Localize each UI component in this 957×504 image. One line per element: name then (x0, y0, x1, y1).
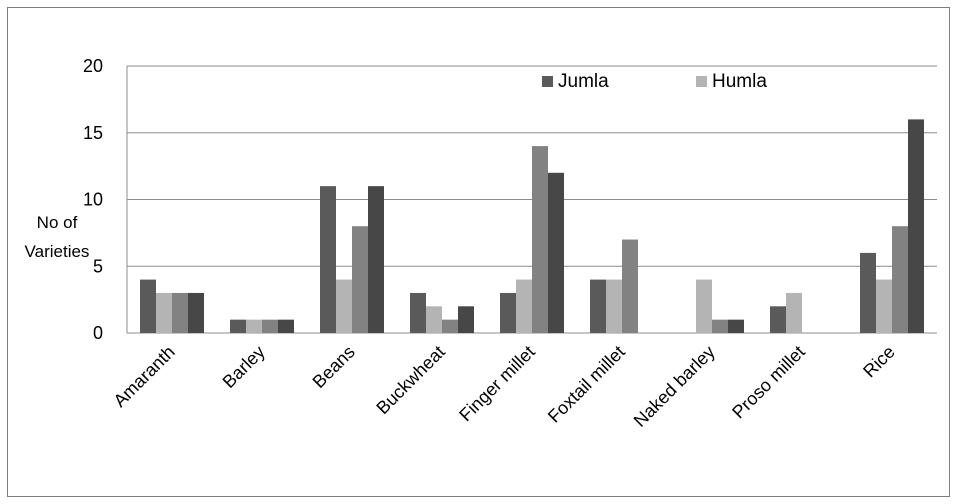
bar (500, 292, 516, 333)
bar (458, 306, 474, 333)
chart-frame (7, 7, 950, 497)
bar (860, 252, 876, 333)
bar (262, 319, 278, 333)
y-tick-label: 5 (93, 256, 103, 276)
bar (230, 319, 246, 333)
y-tick-label: 10 (83, 190, 103, 210)
x-category-label: Naked barley (630, 342, 719, 431)
bar (712, 319, 728, 333)
bar (786, 292, 802, 333)
bar (876, 279, 892, 333)
bar (320, 186, 336, 333)
x-category-label: Beans (309, 342, 359, 392)
bar (246, 319, 262, 333)
legend: Jumla Humla (542, 71, 767, 92)
bar (908, 119, 924, 334)
bar (140, 279, 156, 333)
bars (140, 119, 924, 334)
bar (188, 292, 204, 333)
y-axis-ticks: 0 5 10 15 20 (83, 56, 103, 343)
x-category-label: Barley (219, 342, 269, 392)
x-axis-categories: Amaranth Barley Beans Buckwheat Finger mille… (109, 342, 898, 431)
x-category-label: Foxtail millet (544, 342, 629, 427)
bar (622, 239, 638, 333)
bar (426, 306, 442, 333)
y-tick-label: 20 (83, 56, 103, 76)
bar (516, 279, 532, 333)
bar (892, 226, 908, 333)
y-axis-label-line-1: No of (37, 213, 78, 232)
legend-label: Humla (712, 71, 767, 92)
bar (548, 172, 564, 333)
bar (442, 319, 458, 333)
bar (696, 279, 712, 333)
bar (156, 292, 172, 333)
bar (352, 226, 368, 333)
legend-swatch (696, 76, 707, 87)
bar (172, 292, 188, 333)
y-tick-label: 0 (93, 323, 103, 343)
legend-swatch (542, 76, 553, 87)
x-category-label: Finger millet (455, 342, 538, 425)
bar (336, 279, 352, 333)
bar (728, 319, 744, 333)
bar (532, 146, 548, 333)
x-category-label: Buckwheat (372, 342, 448, 418)
bar (410, 292, 426, 333)
legend-label: Jumla (558, 71, 609, 92)
bar (368, 186, 384, 333)
bar (590, 279, 606, 333)
x-category-label: Rice (859, 342, 899, 382)
bar (606, 279, 622, 333)
y-axis-label-line-2: Varieties (25, 242, 90, 261)
y-tick-label: 15 (83, 123, 103, 143)
bar (278, 319, 294, 333)
bar (770, 306, 786, 333)
x-category-label: Amaranth (109, 342, 178, 411)
x-category-label: Proso millet (728, 342, 809, 423)
